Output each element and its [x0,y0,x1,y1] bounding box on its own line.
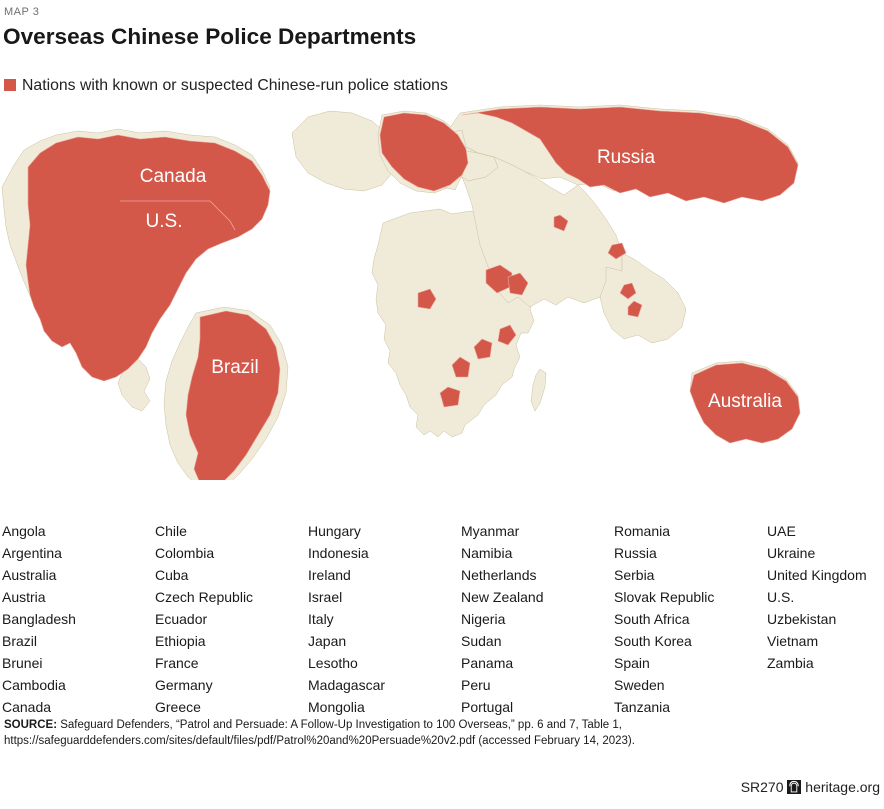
svg-text:Russia: Russia [597,147,656,168]
svg-text:U.S.: U.S. [146,211,183,232]
svg-text:Canada: Canada [140,166,207,187]
svg-text:Brazil: Brazil [211,357,259,378]
svg-text:Australia: Australia [708,391,782,412]
